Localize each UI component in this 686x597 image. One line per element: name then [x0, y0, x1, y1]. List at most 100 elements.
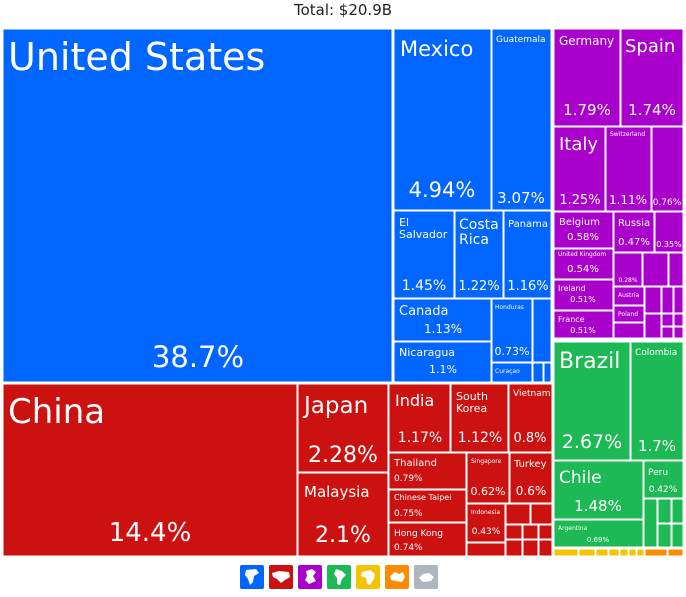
treemap-cell-asia-small[interactable] [538, 539, 553, 557]
treemap-cell-argentina[interactable] [553, 519, 644, 548]
treemap-cell-south-america-small[interactable] [657, 523, 672, 548]
treemap-cell-poland[interactable] [613, 305, 645, 323]
legend-asia-icon[interactable] [269, 565, 293, 589]
treemap-cell-chinese-taipei[interactable] [388, 489, 467, 523]
cell-label-malaysia: Malaysia [304, 483, 370, 501]
treemap-cell-honduras[interactable] [491, 298, 533, 363]
treemap-cell-north-america-small[interactable] [532, 362, 544, 383]
treemap-cell-peru[interactable] [643, 460, 684, 499]
treemap-cell-europe-small[interactable] [673, 313, 684, 327]
treemap-cell-mexico[interactable] [393, 28, 492, 211]
treemap-cell-ireland[interactable] [553, 279, 614, 311]
treemap-cell-africa-small[interactable] [595, 548, 609, 557]
treemap-cell-guatemala[interactable] [491, 28, 552, 211]
treemap-cell-chile[interactable] [553, 460, 644, 520]
treemap-cell-south-america-small[interactable] [643, 498, 658, 548]
legend-south-america-icon[interactable] [327, 565, 351, 589]
treemap-cell-panama[interactable] [503, 210, 552, 299]
treemap-cell-europe-small[interactable] [613, 322, 645, 339]
cell-value-canada: 1.13% [424, 322, 462, 336]
cell-value-nicaragua: 1.1% [429, 363, 457, 376]
cell-label-peru: Peru [648, 468, 668, 478]
treemap-cell-europe-small[interactable] [673, 286, 684, 314]
treemap-cell-italy[interactable] [553, 126, 606, 212]
treemap-cell-singapore[interactable] [466, 452, 510, 504]
treemap-cell-0-35[interactable] [654, 211, 684, 253]
treemap-cell-costa-rica[interactable] [454, 210, 504, 299]
treemap-cell-asia-small[interactable] [530, 503, 553, 525]
treemap-cell-0-76[interactable] [651, 126, 684, 212]
treemap-cell-cura-ao[interactable] [491, 362, 533, 383]
treemap-cell-germany[interactable] [553, 28, 621, 127]
treemap-cell-belgium[interactable] [553, 211, 614, 249]
treemap-cell-europe-small[interactable] [644, 286, 662, 314]
legend-north-america-icon[interactable] [240, 565, 264, 589]
legend-africa-icon[interactable] [356, 565, 380, 589]
treemap-cell-asia-small[interactable] [522, 539, 539, 557]
treemap-cell-vietnam[interactable] [508, 383, 553, 453]
treemap-cell-asia-small[interactable] [522, 524, 539, 540]
legend-europe-icon[interactable] [298, 565, 322, 589]
cell-value-japan: 2.28% [308, 443, 378, 468]
treemap-cell-hong-kong[interactable] [388, 522, 467, 557]
treemap-cell-north-america-small[interactable] [532, 298, 552, 363]
treemap-cell-south-america-small[interactable] [671, 523, 684, 548]
treemap-cell-nicaragua[interactable] [393, 341, 492, 383]
treemap-cell-russia[interactable] [613, 211, 655, 253]
treemap-cell-europe-small[interactable] [673, 326, 684, 339]
treemap-cell-austria[interactable] [613, 286, 645, 306]
treemap-cell-europe-small[interactable] [668, 252, 684, 287]
treemap-cell-indonesia[interactable] [466, 503, 506, 543]
treemap-cell-india[interactable] [388, 383, 451, 453]
treemap-cell-asia-small[interactable] [505, 539, 523, 557]
treemap-cell-spain[interactable] [620, 28, 684, 127]
treemap-cell-el-salvador[interactable] [393, 210, 455, 299]
cell-label-colombia: Colombia [635, 348, 677, 358]
cell-value-hong-kong: 0.74% [394, 543, 423, 553]
treemap-cell-france[interactable] [553, 310, 614, 339]
treemap-cell-0-28[interactable] [613, 252, 643, 287]
treemap-cell-turkey[interactable] [509, 452, 553, 504]
cell-value-thailand: 0.79% [394, 474, 423, 484]
treemap-cell-africa-small[interactable] [628, 548, 637, 557]
treemap-cell-colombia[interactable] [630, 341, 684, 461]
cell-value-mexico: 4.94% [409, 178, 476, 202]
treemap-cell-united-states[interactable] [2, 28, 393, 383]
treemap-cell-brazil[interactable] [553, 341, 631, 461]
treemap-cell-africa-small[interactable] [608, 548, 620, 557]
treemap-cell-europe-small[interactable] [642, 252, 669, 287]
treemap-cell-south-korea[interactable] [450, 383, 509, 453]
cell-label-switzerland: Switzerland [610, 131, 645, 138]
treemap-cell-asia-small[interactable] [466, 542, 506, 557]
treemap-cell-canada[interactable] [393, 298, 492, 342]
treemap-cell-switzerland[interactable] [605, 126, 652, 212]
treemap-cell-south-america-small[interactable] [671, 498, 684, 524]
cell-value-singapore: 0.62% [471, 485, 506, 498]
treemap-cell-thailand[interactable] [388, 452, 467, 490]
treemap-cell-africa-small[interactable] [636, 548, 645, 557]
treemap-cell-malaysia[interactable] [297, 472, 389, 557]
treemap-cell-north-america-small[interactable] [543, 362, 552, 383]
treemap-cell-china[interactable] [2, 383, 298, 557]
cell-value-chile: 1.48% [574, 497, 622, 515]
treemap-cell-europe-small[interactable] [661, 326, 674, 339]
treemap-cell-united-kingdom[interactable] [553, 248, 614, 280]
cell-value-costa-rica: 1.22% [458, 279, 499, 294]
legend-oceania-icon[interactable] [385, 565, 409, 589]
treemap-cell-africa-small[interactable] [578, 548, 596, 557]
cell-label-cura-ao: Curaçao [495, 368, 520, 375]
treemap-cell-oceania-small[interactable] [667, 548, 684, 557]
treemap-cell-south-america-small[interactable] [657, 498, 672, 524]
treemap-cell-oceania-small[interactable] [644, 548, 668, 557]
cell-label-canada: Canada [399, 304, 448, 319]
treemap-cell-europe-small[interactable] [661, 313, 674, 327]
treemap-cell-japan[interactable] [297, 383, 389, 473]
treemap-cell-europe-small[interactable] [661, 286, 674, 314]
treemap-cell-africa-small[interactable] [553, 548, 579, 557]
legend-antarctica-icon[interactable] [414, 565, 438, 589]
treemap-cell-europe-small[interactable] [644, 313, 662, 339]
treemap-cell-asia-small[interactable] [505, 524, 523, 540]
treemap-cell-africa-small[interactable] [619, 548, 629, 557]
treemap-cell-asia-small[interactable] [505, 503, 531, 525]
treemap-cell-asia-small[interactable] [538, 524, 553, 540]
